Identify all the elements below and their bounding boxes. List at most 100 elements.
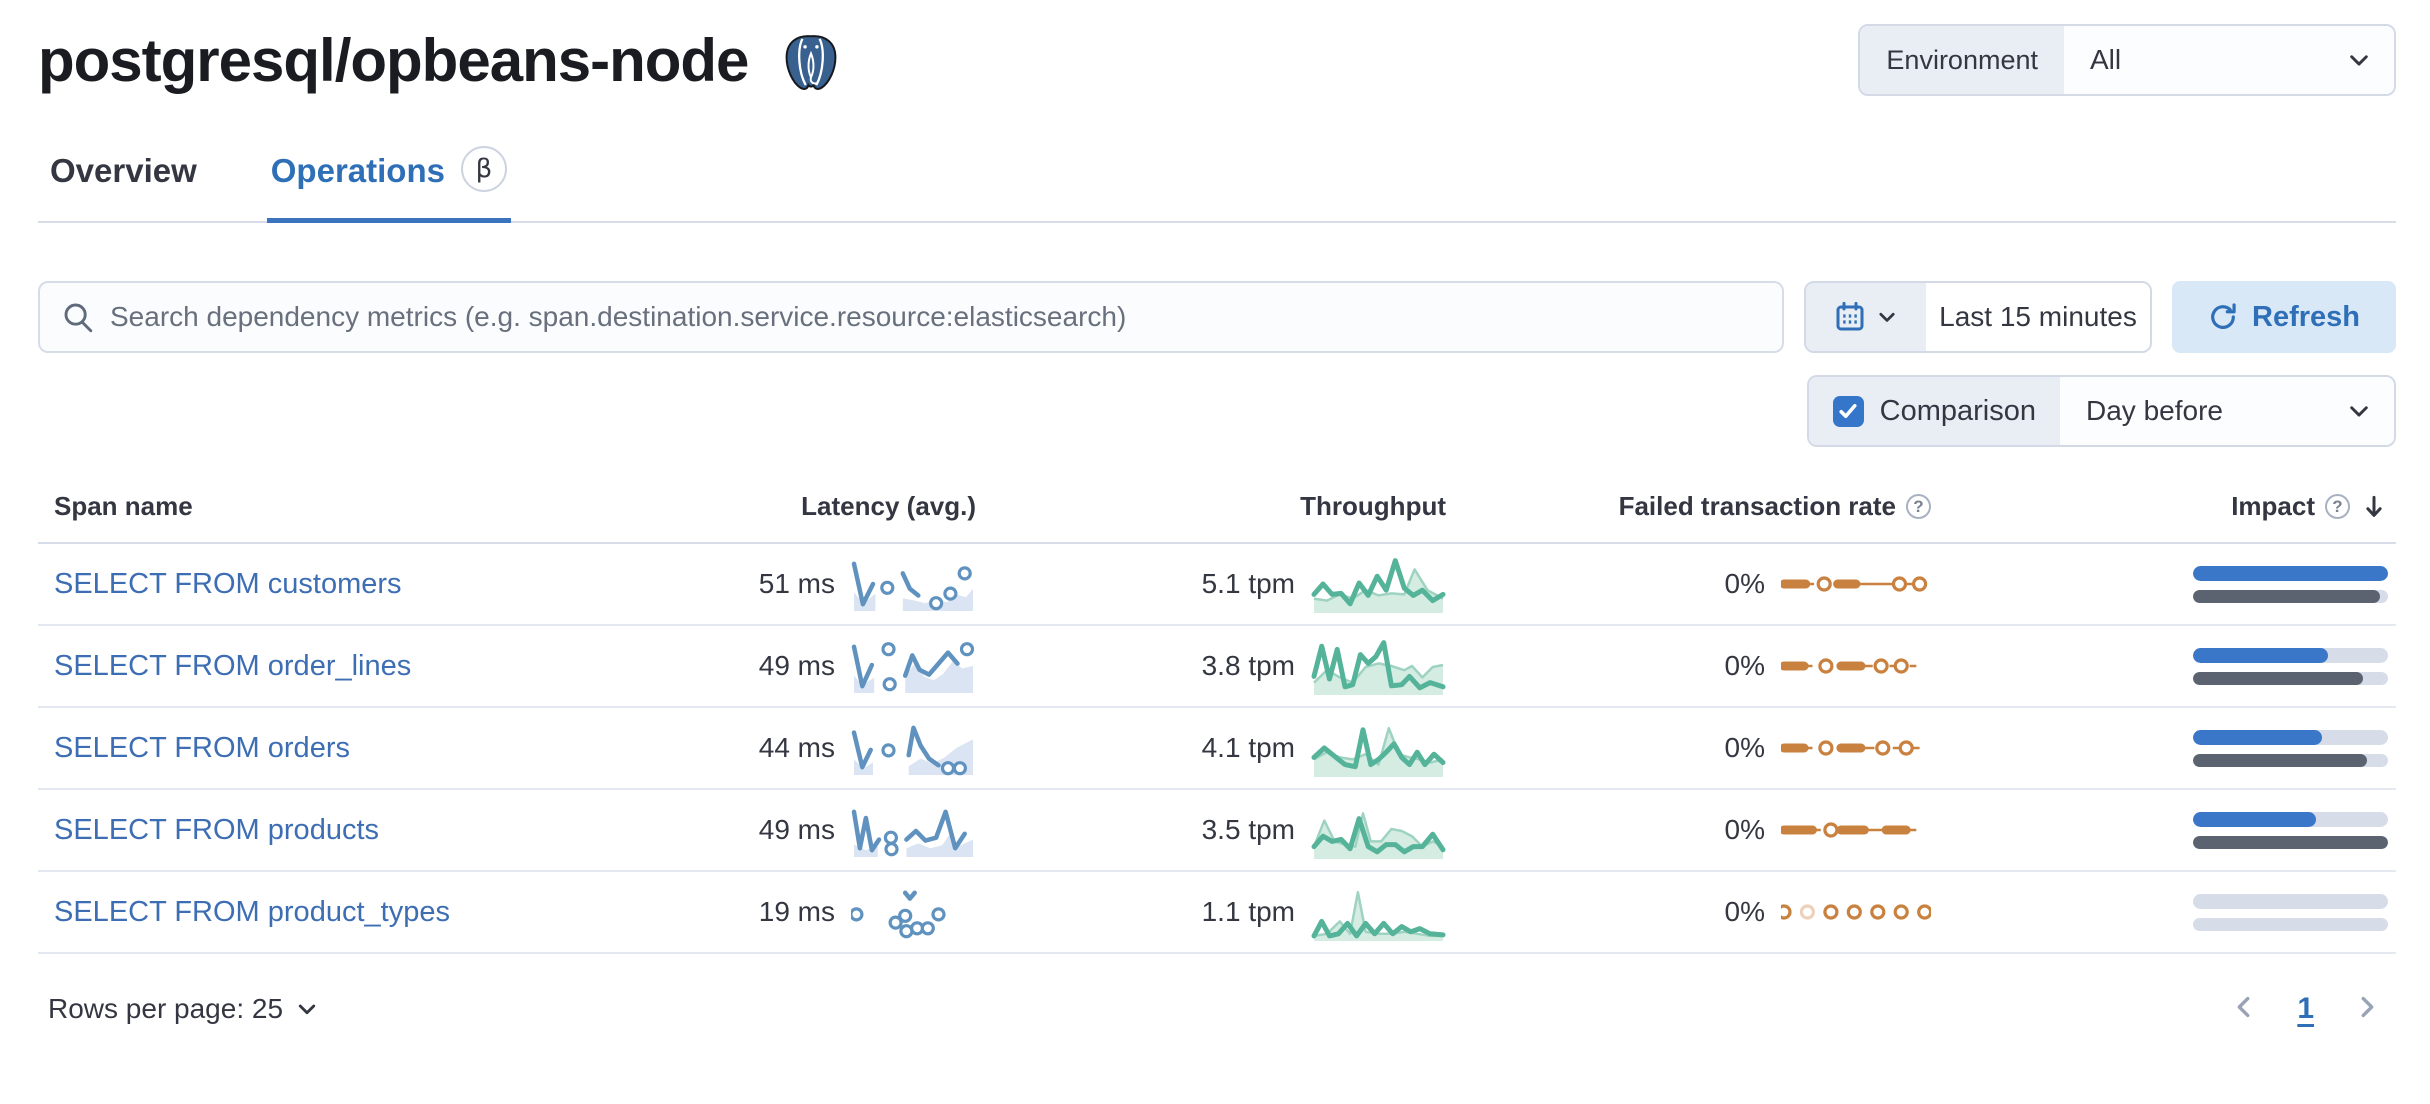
time-range-button[interactable]: Last 15 minutes	[1926, 283, 2150, 351]
failed-rate-cell: 0%	[1725, 811, 1931, 849]
throughput-sparkline	[1311, 890, 1446, 941]
span-name-cell: SELECT FROM orders	[38, 732, 536, 765]
operations-table: Span name Latency (avg.) Throughput Fail…	[38, 491, 2396, 954]
chevron-down-icon	[2350, 55, 2368, 66]
span-name-cell: SELECT FROM customers	[38, 568, 536, 601]
failed-rate-cell: 0%	[1725, 647, 1931, 685]
latency-cell: 49 ms	[759, 637, 976, 695]
span-name-cell: SELECT FROM product_types	[38, 896, 536, 929]
table-footer: Rows per page: 25 1	[38, 988, 2396, 1029]
environment-label: Environment	[1860, 26, 2064, 94]
environment-select[interactable]: Environment All	[1858, 24, 2396, 96]
next-page-button[interactable]	[2348, 988, 2386, 1029]
col-latency-label: Latency (avg.)	[801, 491, 976, 521]
table-row: SELECT FROM customers 51 ms 5.1 tpm 0%	[38, 544, 2396, 626]
col-throughput: Throughput	[1300, 491, 1446, 522]
failed-rate-sparkline	[1781, 822, 1917, 838]
impact-cell	[2193, 565, 2388, 603]
tab-operations-label: Operations	[270, 152, 445, 189]
throughput-cell: 1.1 tpm	[1202, 881, 1446, 943]
failed-rate-cell: 0%	[1725, 893, 1931, 931]
failed-rate-cell: 0%	[1725, 729, 1931, 767]
search-bar	[38, 281, 1784, 353]
latency-sparkline	[851, 561, 973, 611]
latency-value: 49 ms	[758, 650, 835, 681]
table-row: SELECT FROM orders 44 ms 4.1 tpm 0%	[38, 708, 2396, 790]
span-name-link[interactable]: SELECT FROM orders	[54, 731, 350, 764]
col-failed-rate: Failed transaction rate ?	[1619, 491, 1931, 522]
help-icon[interactable]: ?	[1906, 494, 1931, 519]
impact-bar-current	[2193, 729, 2388, 745]
impact-bar-current	[2193, 893, 2388, 909]
span-name-link[interactable]: SELECT FROM products	[54, 813, 380, 846]
postgresql-icon	[785, 35, 837, 90]
throughput-cell: 3.5 tpm	[1202, 799, 1446, 861]
refresh-icon	[2211, 303, 2236, 329]
latency-cell: 19 ms	[759, 883, 976, 941]
impact-bar-previous	[2193, 671, 2388, 685]
page-header: postgresql/opbeans-node Environment All	[38, 24, 2396, 96]
col-impact[interactable]: Impact ?	[2231, 491, 2388, 522]
comparison-row: Comparison Day before	[38, 375, 2396, 447]
comparison-toggle[interactable]: Comparison	[1808, 377, 2060, 445]
chevron-right-icon	[2361, 996, 2374, 1018]
comparison-select[interactable]: Day before	[2060, 377, 2394, 445]
rows-per-page-label: Rows per page: 25	[48, 992, 284, 1024]
latency-sparkline	[851, 725, 973, 776]
span-name-cell: SELECT FROM products	[38, 814, 536, 847]
title-group: postgresql/opbeans-node	[38, 26, 844, 95]
col-failed-rate-label: Failed transaction rate	[1618, 491, 1896, 521]
throughput-value: 3.5 tpm	[1201, 814, 1295, 845]
latency-sparkline	[851, 890, 946, 939]
toolbar: Last 15 minutes Refresh	[38, 281, 2396, 353]
throughput-value: 1.1 tpm	[1201, 896, 1295, 927]
comparison-label: Comparison	[1879, 394, 2036, 427]
failed-rate-value: 0%	[1724, 814, 1765, 845]
latency-cell: 44 ms	[759, 719, 976, 777]
span-name-link[interactable]: SELECT FROM order_lines	[54, 649, 412, 682]
tab-bar: Overview Operations β	[38, 146, 2396, 223]
throughput-value: 5.1 tpm	[1201, 568, 1295, 599]
throughput-sparkline	[1311, 812, 1446, 859]
time-picker: Last 15 minutes	[1804, 281, 2152, 353]
span-name-link[interactable]: SELECT FROM product_types	[54, 895, 450, 928]
tab-overview-label: Overview	[50, 152, 197, 189]
impact-cell	[2193, 729, 2388, 767]
span-name-link[interactable]: SELECT FROM customers	[54, 567, 402, 600]
latency-cell: 51 ms	[759, 555, 976, 613]
failed-rate-value: 0%	[1724, 732, 1765, 763]
failed-rate-value: 0%	[1724, 896, 1765, 927]
refresh-button[interactable]: Refresh	[2172, 281, 2396, 353]
impact-bar-previous	[2193, 917, 2388, 931]
help-icon[interactable]: ?	[2325, 494, 2350, 519]
refresh-label: Refresh	[2252, 300, 2360, 333]
comparison-checkbox[interactable]	[1832, 395, 1864, 427]
throughput-value: 3.8 tpm	[1201, 650, 1295, 681]
tab-operations[interactable]: Operations β	[266, 146, 511, 223]
comparison-control: Comparison Day before	[1806, 375, 2396, 447]
failed-rate-sparkline	[1781, 740, 1920, 756]
environment-value[interactable]: All	[2064, 26, 2394, 94]
search-input[interactable]	[110, 301, 1760, 333]
col-impact-label: Impact	[2231, 491, 2315, 521]
page-title: postgresql/opbeans-node	[38, 26, 749, 94]
latency-value: 49 ms	[758, 814, 835, 845]
pagination: 1	[2225, 988, 2386, 1029]
rows-per-page-button[interactable]: Rows per page: 25	[48, 993, 319, 1025]
failed-rate-sparkline	[1781, 576, 1928, 592]
table-row: SELECT FROM products 49 ms 3.5 tpm 0%	[38, 790, 2396, 872]
impact-bar-current	[2193, 565, 2388, 581]
chevron-down-icon	[1879, 312, 1895, 322]
previous-page-button[interactable]	[2225, 988, 2263, 1029]
throughput-cell: 3.8 tpm	[1202, 635, 1446, 697]
tab-overview[interactable]: Overview	[46, 148, 201, 223]
time-picker-calendar-button[interactable]	[1806, 283, 1926, 351]
throughput-sparkline	[1311, 640, 1446, 695]
beta-badge: β	[460, 146, 507, 192]
page-number[interactable]: 1	[2297, 991, 2314, 1025]
impact-bar-previous	[2193, 835, 2388, 849]
latency-value: 51 ms	[758, 568, 835, 599]
failed-rate-sparkline	[1781, 658, 1917, 674]
col-span-name: Span name	[54, 491, 193, 521]
throughput-cell: 4.1 tpm	[1202, 717, 1446, 779]
